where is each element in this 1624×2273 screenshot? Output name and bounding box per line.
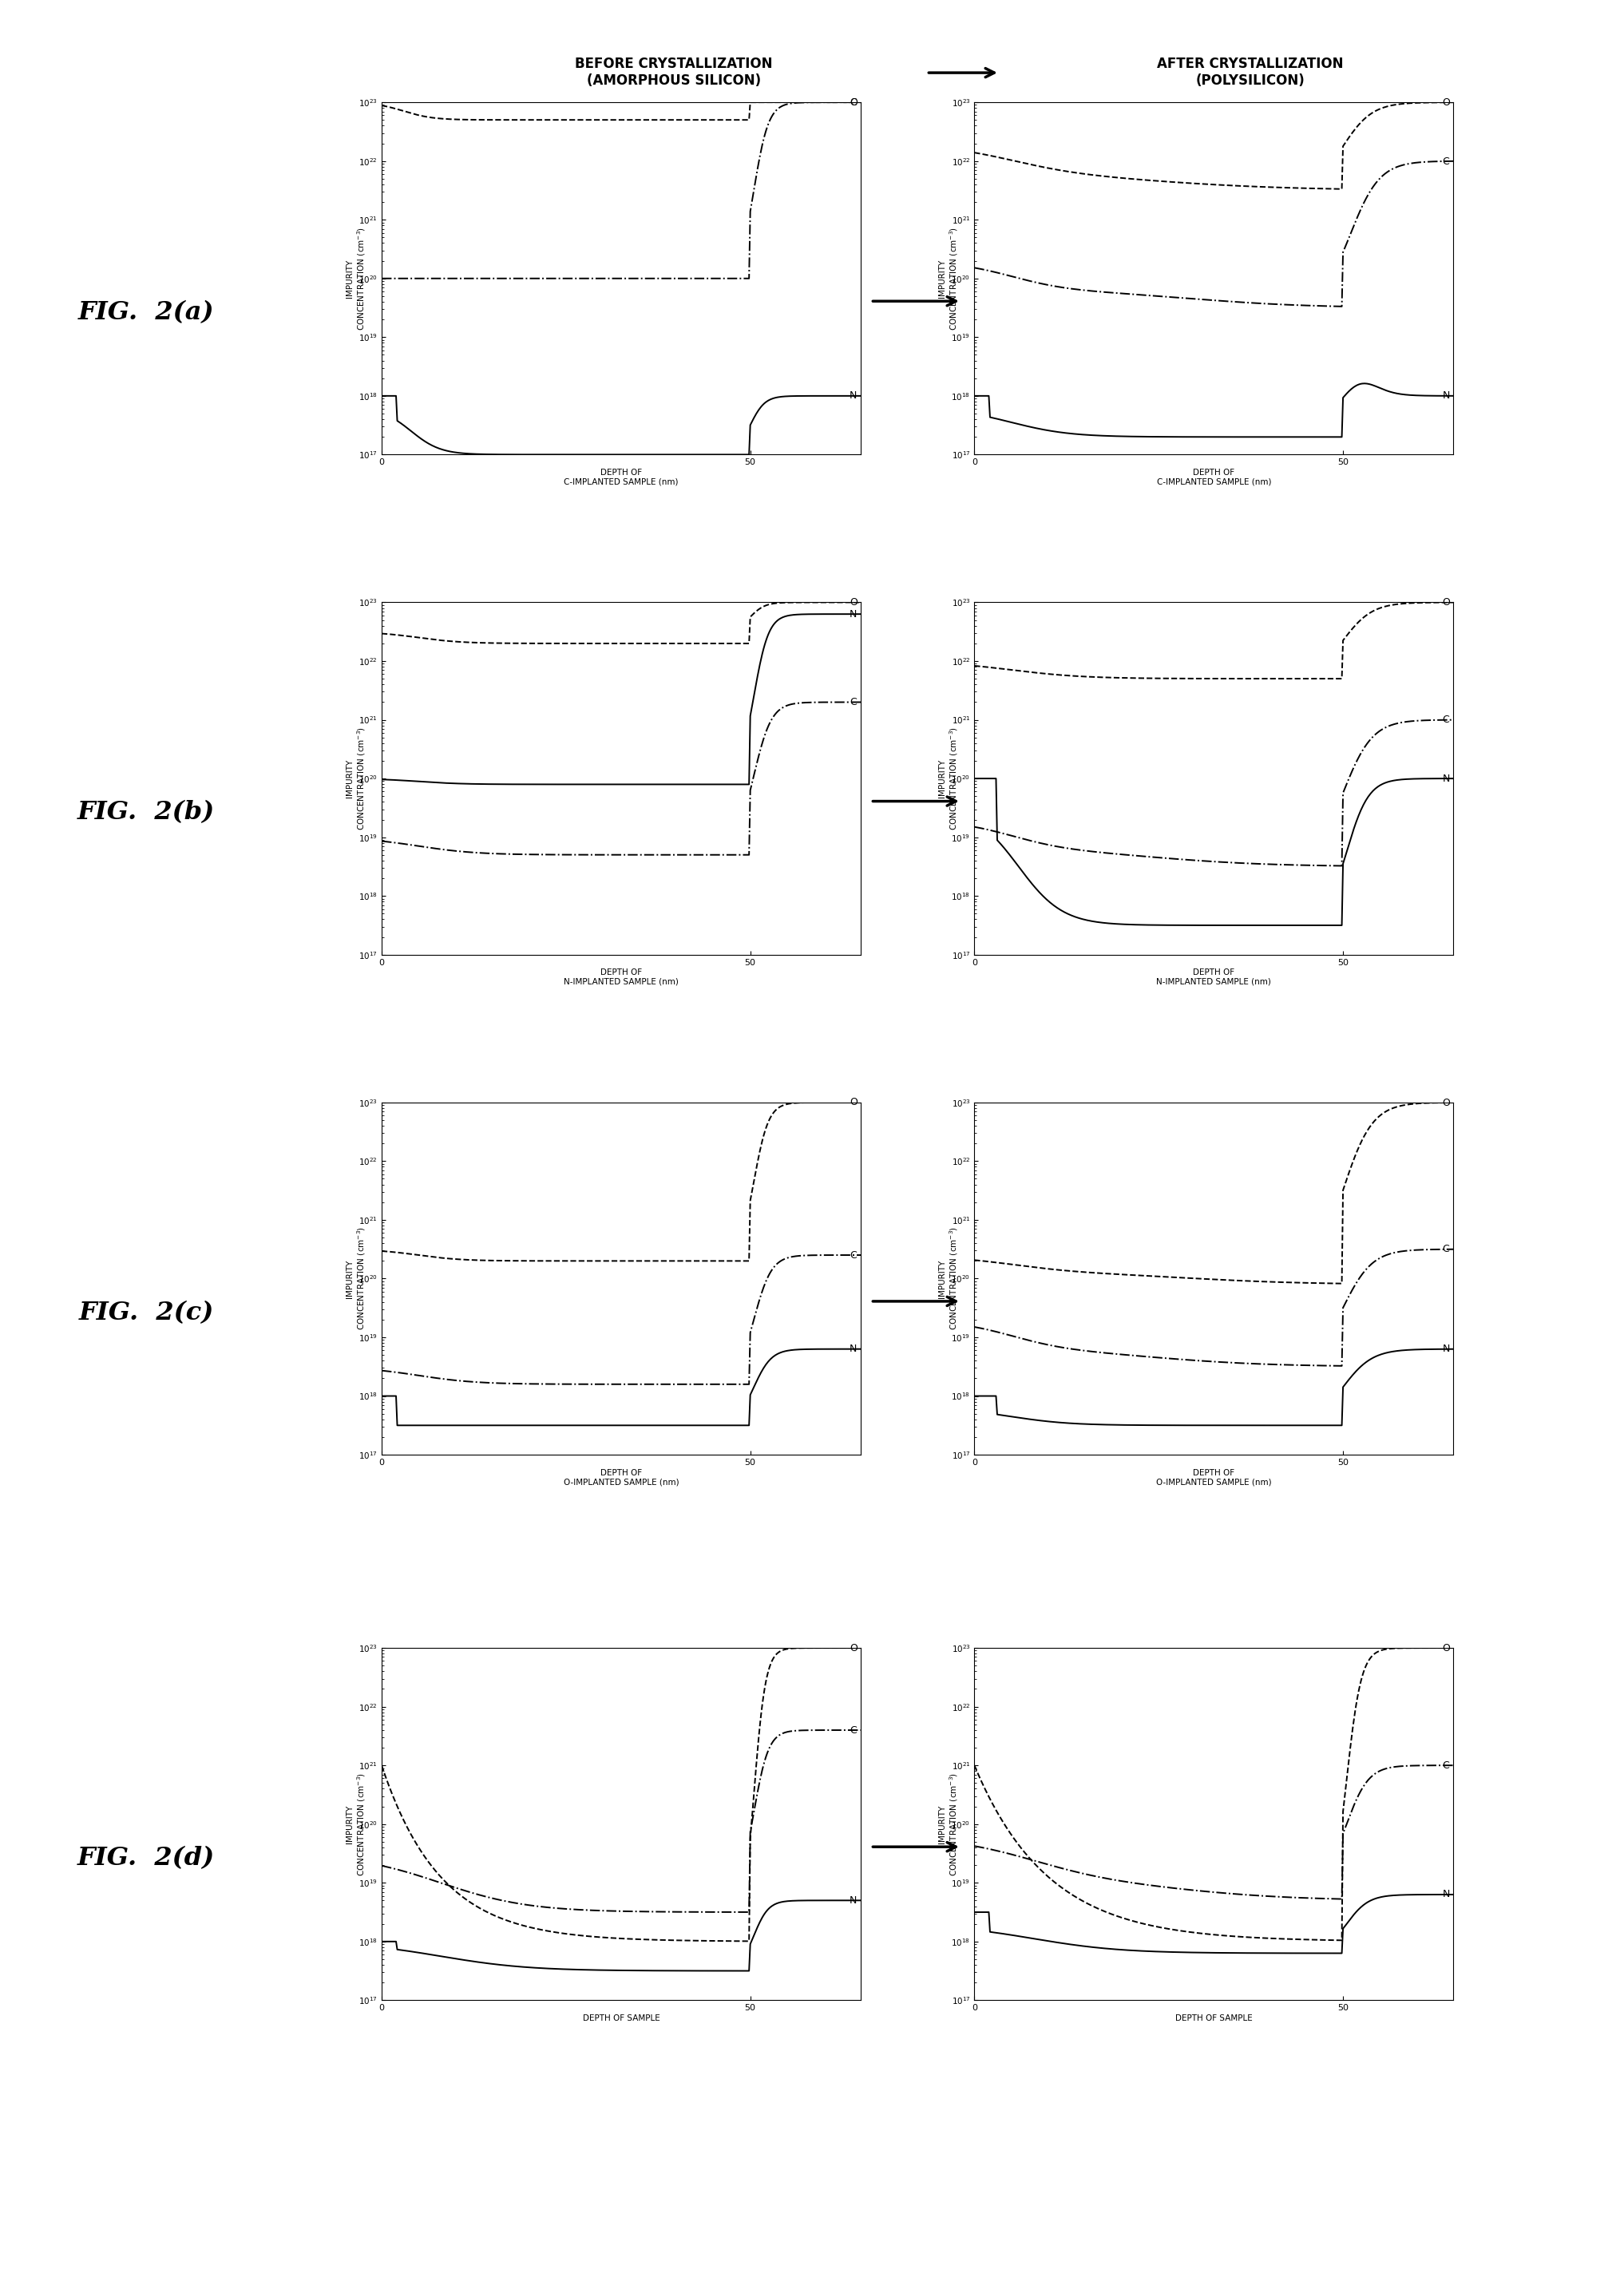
Text: FIG.  2(b): FIG. 2(b) [78,800,214,825]
X-axis label: DEPTH OF SAMPLE: DEPTH OF SAMPLE [583,2014,659,2023]
Text: C: C [849,1725,856,1734]
Text: FIG.  2(d): FIG. 2(d) [78,1846,214,1871]
Text: FIG.  2(a): FIG. 2(a) [78,300,214,325]
Text: O: O [849,98,857,107]
X-axis label: DEPTH OF
N-IMPLANTED SAMPLE (nm): DEPTH OF N-IMPLANTED SAMPLE (nm) [1156,968,1272,986]
Y-axis label: IMPURITY
CONCENTRATION (cm$^{-3}$): IMPURITY CONCENTRATION (cm$^{-3}$) [346,227,367,330]
Text: N: N [849,609,857,618]
Y-axis label: IMPURITY
CONCENTRATION (cm$^{-3}$): IMPURITY CONCENTRATION (cm$^{-3}$) [939,227,960,330]
X-axis label: DEPTH OF
C-IMPLANTED SAMPLE (nm): DEPTH OF C-IMPLANTED SAMPLE (nm) [1156,468,1272,486]
X-axis label: DEPTH OF
C-IMPLANTED SAMPLE (nm): DEPTH OF C-IMPLANTED SAMPLE (nm) [564,468,679,486]
Text: O: O [1442,598,1450,607]
Text: O: O [849,1098,857,1107]
Text: N: N [1442,1889,1450,1900]
Y-axis label: IMPURITY
CONCENTRATION (cm$^{-3}$): IMPURITY CONCENTRATION (cm$^{-3}$) [346,1227,367,1330]
Text: O: O [1442,98,1450,107]
Text: O: O [1442,1098,1450,1107]
X-axis label: DEPTH OF
O-IMPLANTED SAMPLE (nm): DEPTH OF O-IMPLANTED SAMPLE (nm) [1156,1468,1272,1487]
Text: N: N [1442,391,1450,400]
Y-axis label: IMPURITY
CONCENTRATION (cm$^{-3}$): IMPURITY CONCENTRATION (cm$^{-3}$) [346,1773,367,1875]
Text: C: C [1442,714,1449,725]
Text: O: O [849,1643,857,1652]
Y-axis label: IMPURITY
CONCENTRATION (cm$^{-3}$): IMPURITY CONCENTRATION (cm$^{-3}$) [939,1773,960,1875]
X-axis label: DEPTH OF SAMPLE: DEPTH OF SAMPLE [1176,2014,1252,2023]
Y-axis label: IMPURITY
CONCENTRATION (cm$^{-3}$): IMPURITY CONCENTRATION (cm$^{-3}$) [939,1227,960,1330]
Text: N: N [849,391,857,400]
Text: C: C [1442,1759,1449,1771]
Text: N: N [1442,773,1450,784]
Text: FIG.  2(c): FIG. 2(c) [78,1300,214,1325]
Text: C: C [1442,1243,1449,1255]
Text: AFTER CRYSTALLIZATION
(POLYSILICON): AFTER CRYSTALLIZATION (POLYSILICON) [1158,57,1343,89]
Y-axis label: IMPURITY
CONCENTRATION (cm$^{-3}$): IMPURITY CONCENTRATION (cm$^{-3}$) [939,727,960,830]
X-axis label: DEPTH OF
N-IMPLANTED SAMPLE (nm): DEPTH OF N-IMPLANTED SAMPLE (nm) [564,968,679,986]
X-axis label: DEPTH OF
O-IMPLANTED SAMPLE (nm): DEPTH OF O-IMPLANTED SAMPLE (nm) [564,1468,679,1487]
Y-axis label: IMPURITY
CONCENTRATION (cm$^{-3}$): IMPURITY CONCENTRATION (cm$^{-3}$) [346,727,367,830]
Text: BEFORE CRYSTALLIZATION
(AMORPHOUS SILICON): BEFORE CRYSTALLIZATION (AMORPHOUS SILICO… [575,57,773,89]
Text: O: O [849,598,857,607]
Text: C: C [1442,157,1449,166]
Text: C: C [849,698,856,707]
Text: C: C [849,1250,856,1259]
Text: N: N [849,1343,857,1355]
Text: C: C [849,98,856,107]
Text: N: N [1442,1343,1450,1355]
Text: N: N [849,1896,857,1905]
Text: O: O [1442,1643,1450,1652]
